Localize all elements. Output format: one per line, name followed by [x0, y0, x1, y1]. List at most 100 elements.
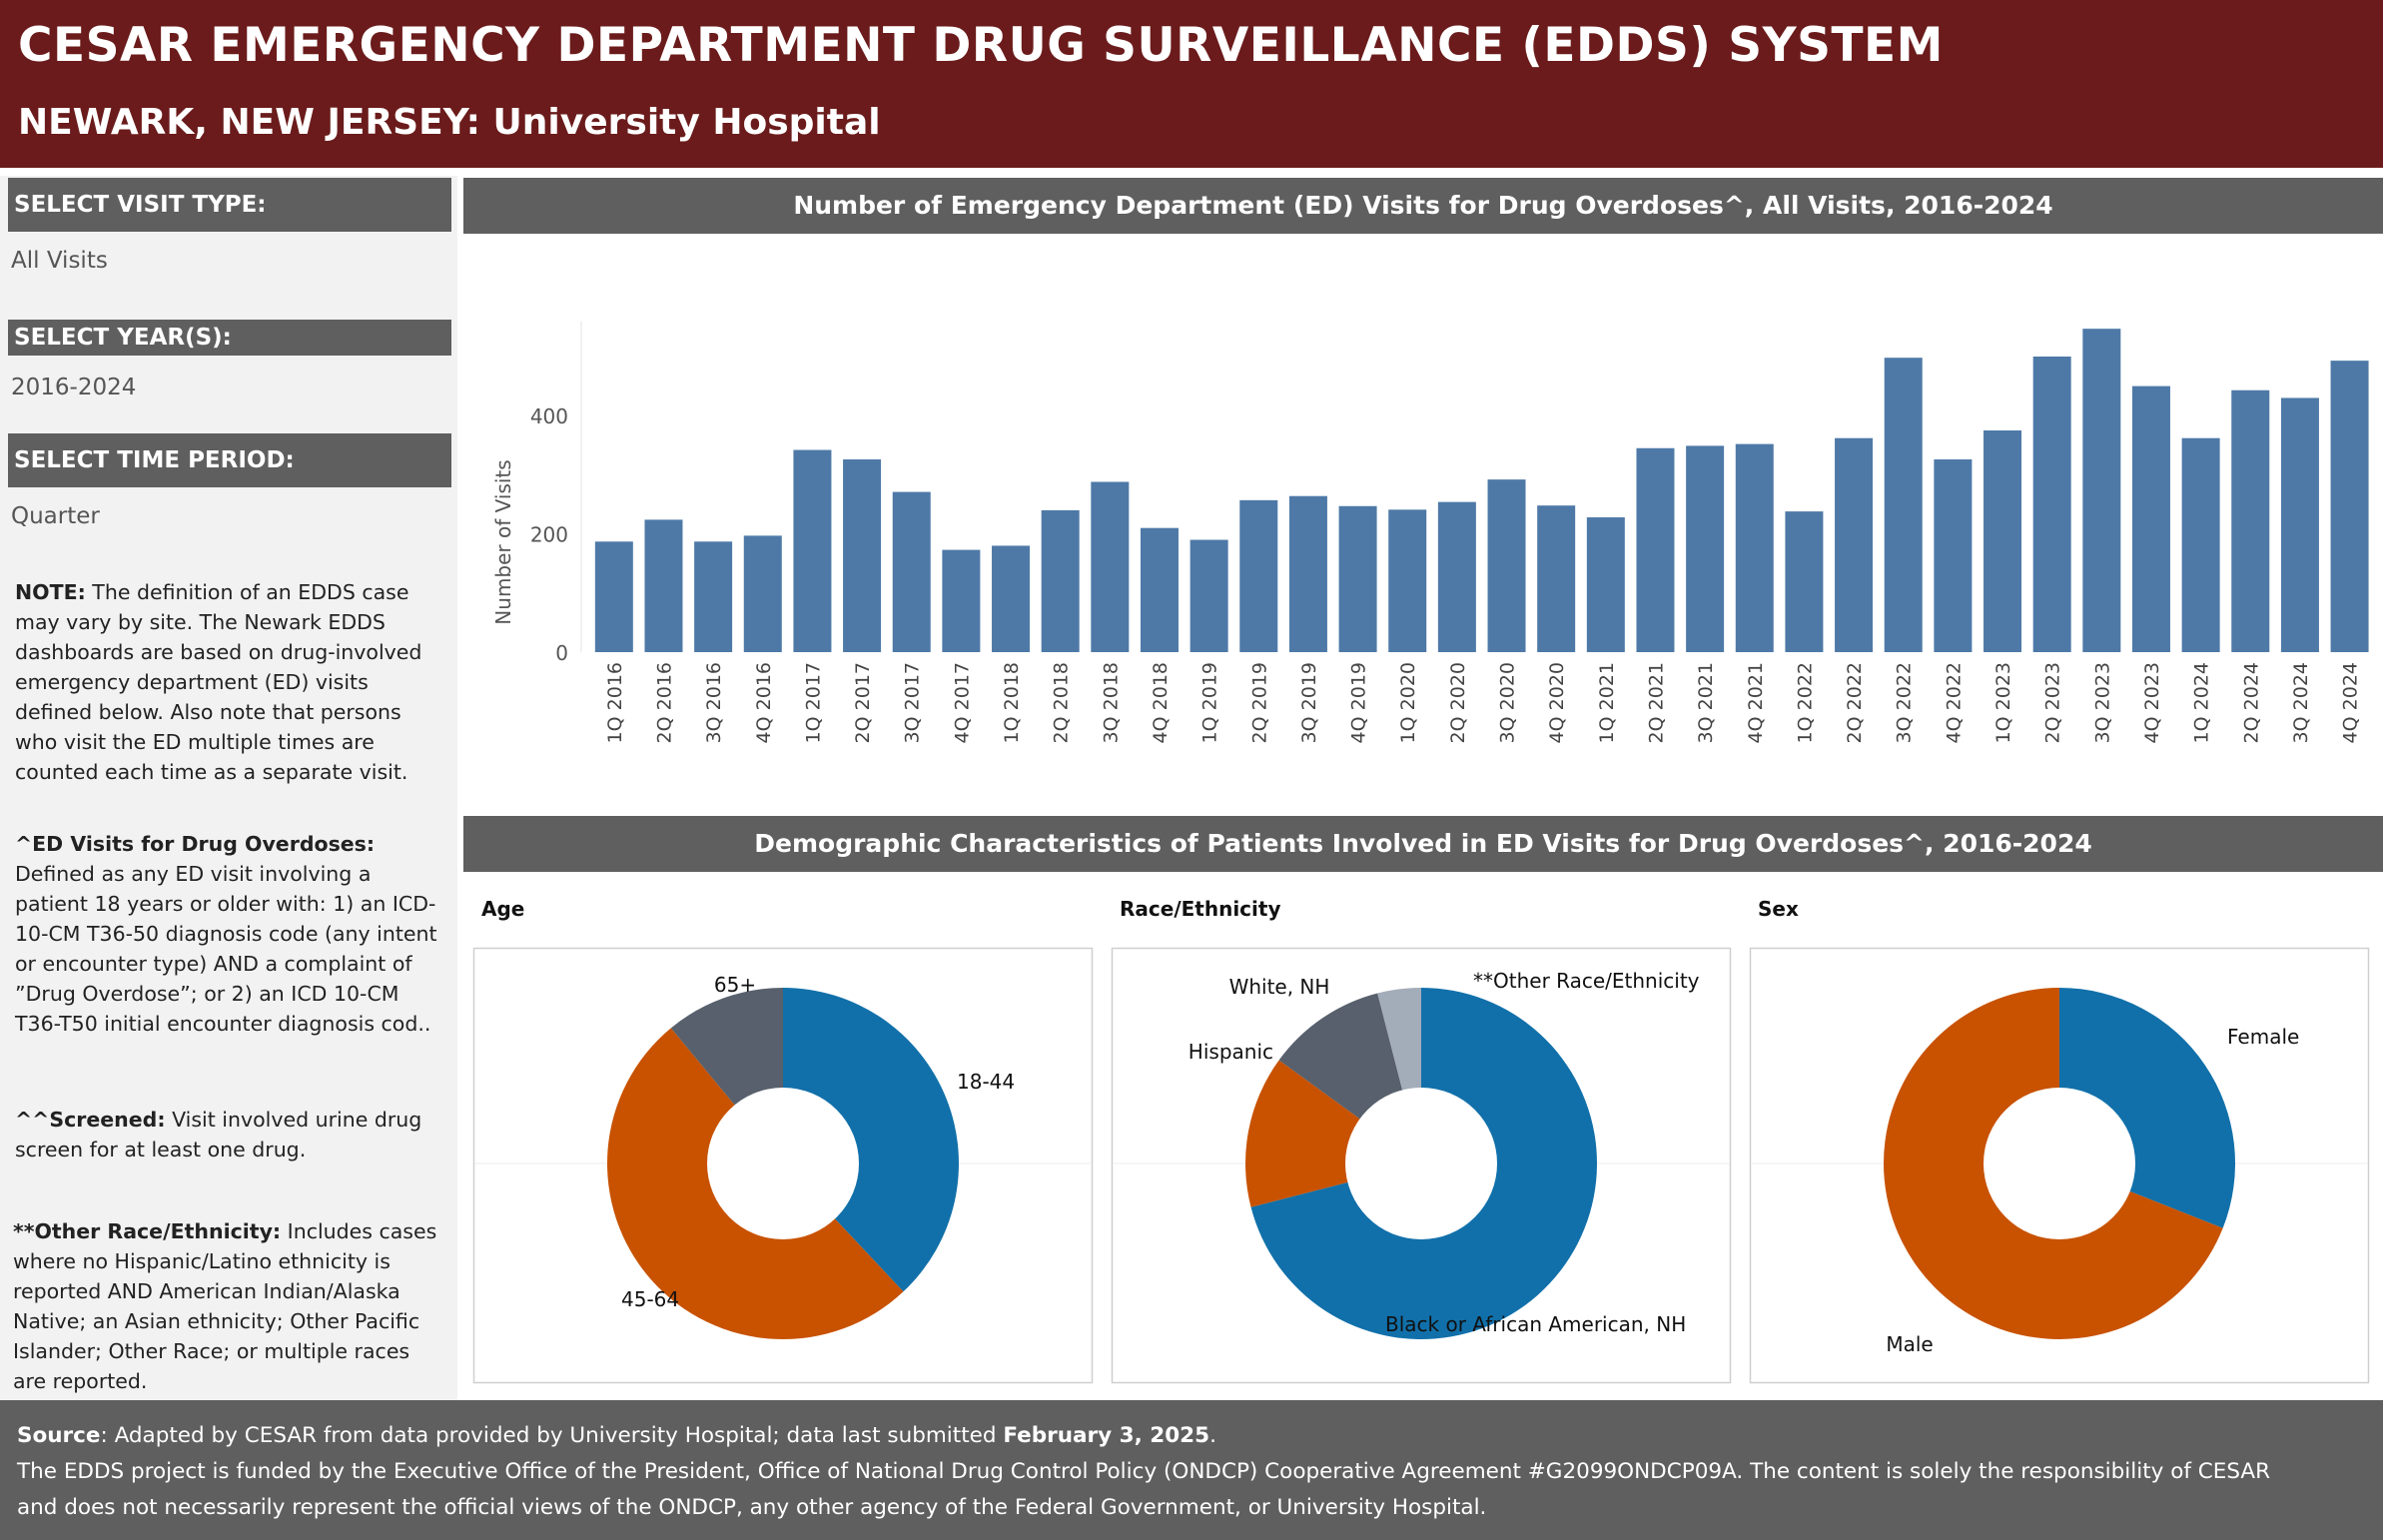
bar-2q-2016[interactable]: [644, 519, 683, 652]
x-tick-label: 1Q 2021: [1596, 662, 1618, 743]
bar-chart-title: Number of Emergency Department (ED) Visi…: [463, 178, 2383, 234]
bar-1q-2022[interactable]: [1785, 511, 1824, 652]
bar-3q-2022[interactable]: [1884, 358, 1923, 652]
bar-4q-2022[interactable]: [1934, 459, 1973, 652]
demographics-title: Demographic Characteristics of Patients …: [463, 816, 2383, 872]
bar-4q-2016[interactable]: [743, 535, 782, 652]
bar-2q-2019[interactable]: [1239, 499, 1278, 652]
bar-1q-2021[interactable]: [1586, 517, 1625, 652]
bar-2q-2018[interactable]: [1041, 509, 1080, 652]
slice-label: Black or African American, NH: [1385, 1312, 1686, 1336]
bar-1q-2024[interactable]: [2181, 437, 2220, 652]
slice-label: White, NH: [1229, 975, 1330, 999]
x-tick-label: 1Q 2020: [1397, 662, 1419, 743]
x-tick-label: 3Q 2023: [2091, 662, 2113, 743]
demographics-donut-charts: Age 18-44 45-64 65+ Race/Ethnicity Black or A…: [472, 897, 2370, 1384]
bar-3q-2024[interactable]: [2280, 397, 2319, 652]
x-tick-label: 1Q 2018: [1001, 662, 1023, 743]
x-tick-label: 3Q 2017: [902, 662, 924, 743]
x-tick-label: 2Q 2018: [1051, 662, 1073, 743]
x-tick-label: 4Q 2019: [1348, 662, 1370, 743]
x-tick-label: 2Q 2019: [1248, 662, 1270, 743]
bar-4q-2019[interactable]: [1338, 505, 1377, 652]
x-tick-label: 3Q 2016: [703, 662, 725, 743]
disclaimer-line: and does not necessarily represent the o…: [17, 1495, 1487, 1520]
page-subtitle: NEWARK, NEW JERSEY: University Hospital: [18, 102, 881, 143]
x-tick-label: 1Q 2022: [1794, 662, 1816, 743]
bar-3q-2021[interactable]: [1686, 445, 1725, 652]
bar-1q-2020[interactable]: [1388, 509, 1427, 652]
slice-label: Hispanic: [1189, 1040, 1273, 1064]
slice-label: 65+: [714, 973, 756, 997]
x-tick-label: 4Q 2020: [1546, 662, 1568, 743]
funding-line: The EDDS project is funded by the Execut…: [17, 1459, 2271, 1484]
slice-18-44[interactable]: [783, 988, 959, 1292]
slice-label: Female: [2227, 1025, 2299, 1049]
x-tick-label: 4Q 2018: [1150, 662, 1172, 743]
bar-4q-2020[interactable]: [1537, 505, 1576, 652]
bar-3q-2017[interactable]: [892, 491, 931, 652]
bar-1q-2019[interactable]: [1190, 539, 1228, 652]
bar-4q-2021[interactable]: [1735, 443, 1774, 652]
x-tick-label: 1Q 2017: [802, 662, 824, 743]
donut-hole: [1984, 1088, 2135, 1239]
years-selector[interactable]: 2016-2024: [11, 375, 137, 400]
time-period-label: SELECT TIME PERIOD:: [8, 433, 451, 487]
page-title: CESAR EMERGENCY DEPARTMENT DRUG SURVEILL…: [18, 18, 1944, 73]
donut-title: Sex: [1758, 897, 1799, 921]
bar-1q-2017[interactable]: [793, 449, 832, 652]
x-tick-label: 2Q 2022: [1844, 662, 1866, 743]
y-tick-label: 400: [530, 404, 568, 428]
years-label: SELECT YEAR(S):: [8, 320, 451, 356]
x-tick-label: 2Q 2016: [653, 662, 675, 743]
donut-title: Age: [481, 897, 524, 921]
source-line: Source: Adapted by CESAR from data provi…: [17, 1423, 1216, 1448]
bar-3q-2020[interactable]: [1487, 479, 1526, 652]
bar-1q-2016[interactable]: [594, 541, 633, 652]
bar-3q-2023[interactable]: [2082, 329, 2121, 652]
x-tick-label: 1Q 2019: [1199, 662, 1221, 743]
note-screened: ^^Screened: Visit involved urine drug sc…: [15, 1108, 422, 1161]
x-tick-label: 1Q 2024: [2191, 662, 2213, 743]
x-tick-label: 2Q 2021: [1645, 662, 1667, 743]
donut-race-ethnicity: Race/Ethnicity Black or African American,…: [1111, 897, 1732, 1384]
x-tick-label: 2Q 2023: [2042, 662, 2064, 743]
bar-3q-2018[interactable]: [1091, 481, 1130, 652]
bar-2q-2020[interactable]: [1437, 501, 1476, 652]
note-other-race: **Other Race/Ethnicity: Includes cases w…: [13, 1219, 437, 1393]
donut-hole: [707, 1088, 859, 1239]
x-tick-label: 2Q 2020: [1447, 662, 1469, 743]
bar-2q-2021[interactable]: [1636, 447, 1675, 652]
filter-sidebar: SELECT VISIT TYPE: All Visits SELECT YEA…: [0, 176, 457, 1400]
bar-1q-2018[interactable]: [992, 545, 1031, 652]
y-axis-title: Number of Visits: [491, 459, 515, 624]
source-footer: Source: Adapted by CESAR from data provi…: [0, 1400, 2383, 1540]
dashboard-header: CESAR EMERGENCY DEPARTMENT DRUG SURVEILL…: [0, 0, 2383, 172]
visit-type-label: SELECT VISIT TYPE:: [8, 178, 451, 232]
time-period-selector[interactable]: Quarter: [11, 503, 100, 529]
x-tick-label: 3Q 2020: [1497, 662, 1519, 743]
bar-4q-2018[interactable]: [1140, 527, 1179, 652]
x-tick-label: 1Q 2016: [604, 662, 626, 743]
donut-sex: Sex Female Male: [1749, 897, 2370, 1384]
bar-2q-2024[interactable]: [2231, 389, 2270, 652]
x-tick-label: 4Q 2022: [1943, 662, 1965, 743]
visit-type-selector[interactable]: All Visits: [11, 248, 108, 274]
bar-3q-2019[interactable]: [1288, 495, 1327, 652]
slice-label: Male: [1886, 1332, 1933, 1356]
bar-3q-2016[interactable]: [694, 541, 733, 652]
bar-1q-2023[interactable]: [1984, 430, 2022, 652]
bar-4q-2024[interactable]: [2330, 361, 2369, 652]
x-tick-label: 4Q 2021: [1745, 662, 1767, 743]
x-tick-label: 3Q 2021: [1695, 662, 1717, 743]
bar-4q-2017[interactable]: [942, 549, 981, 652]
x-tick-label: 2Q 2024: [2240, 662, 2262, 743]
bar-2q-2017[interactable]: [843, 459, 882, 652]
bar-2q-2022[interactable]: [1835, 437, 1874, 652]
x-tick-label: 1Q 2023: [1992, 662, 2014, 743]
x-tick-label: 4Q 2024: [2340, 662, 2362, 743]
slice-label: **Other Race/Ethnicity: [1473, 969, 1700, 993]
bar-2q-2023[interactable]: [2032, 357, 2071, 652]
slice-label: 45-64: [621, 1287, 679, 1311]
bar-4q-2023[interactable]: [2131, 385, 2170, 652]
